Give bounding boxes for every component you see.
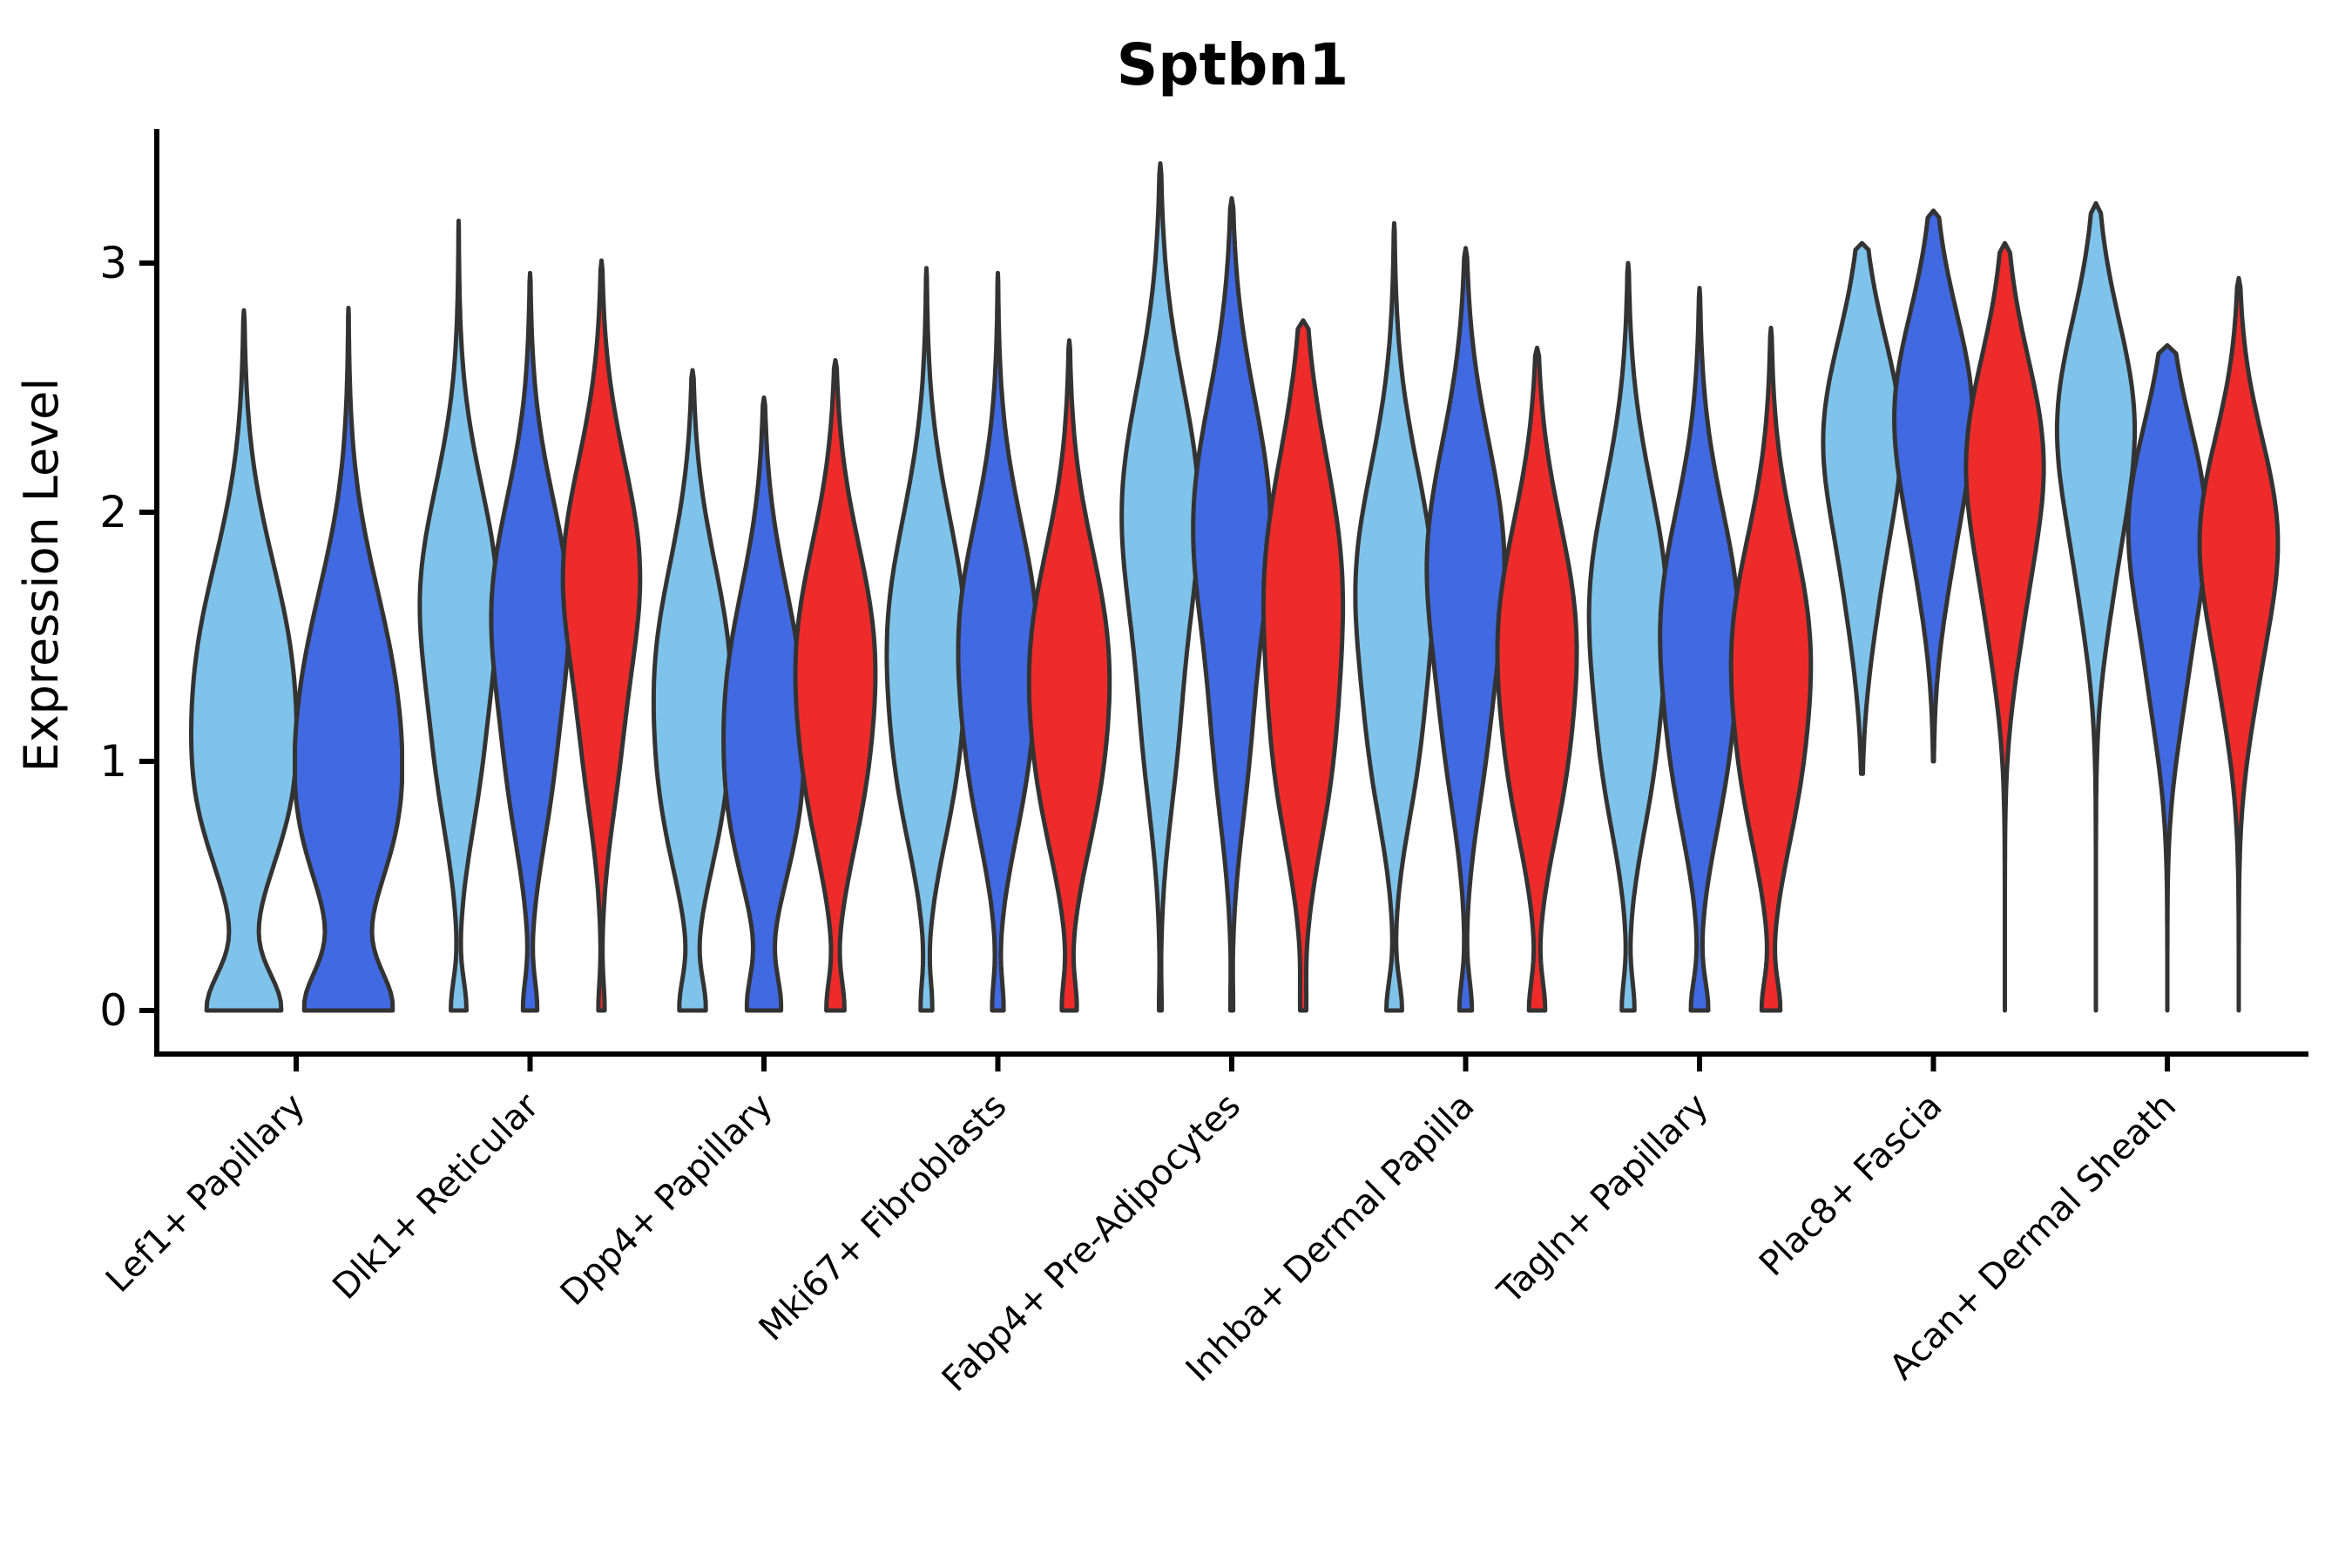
- violin-dlk1-reticular-blue: [489, 270, 571, 1013]
- violin-plac8-fascia-red: [1963, 240, 2046, 1013]
- violin-tagln-papillary-light-blue: [1586, 260, 1670, 1013]
- axes-layer: 0 1 2 3 Lef1+ Papillary Dlk1+ Reticular Dpp4+ …: [98, 129, 2308, 1400]
- violin-lef1-papillary-light-blue: [189, 308, 299, 1013]
- x-tick-label: Dpp4+ Papillary: [553, 1086, 781, 1314]
- violin-inhba-dermal-papilla-red: [1495, 345, 1579, 1013]
- violin-acan-dermal-sheath-red: [2197, 275, 2281, 1013]
- violin-tagln-papillary-blue: [1658, 286, 1741, 1013]
- violin-acan-dermal-sheath-light-blue: [2054, 200, 2138, 1013]
- violin-lef1-papillary-blue: [293, 306, 404, 1013]
- violins-layer: [189, 161, 2281, 1013]
- chart-title: Sptbn1: [1117, 31, 1348, 98]
- violin-fabp4-pre-adipocytes-blue: [1191, 196, 1273, 1013]
- y-tick-label: 3: [99, 238, 127, 288]
- y-axis-label: Expression Level: [14, 378, 69, 773]
- x-tick-label: Lef1+ Papillary: [98, 1086, 313, 1301]
- violin-plac8-fascia-light-blue: [1821, 240, 1903, 776]
- x-tick-label: Tagln+ Papillary: [1490, 1086, 1716, 1313]
- violin-mki67-fibroblasts-blue: [956, 270, 1040, 1013]
- x-tick-label: Plac8+ Fascia: [1752, 1086, 1950, 1285]
- violin-dlk1-reticular-red: [560, 258, 643, 1013]
- y-tick-label: 2: [99, 487, 127, 537]
- violin-dlk1-reticular-light-blue: [417, 218, 500, 1013]
- violin-tagln-papillary-red: [1728, 325, 1814, 1013]
- violin-fabp4-pre-adipocytes-light-blue: [1119, 161, 1201, 1013]
- violin-plac8-fascia-blue: [1892, 208, 1975, 764]
- y-tick-label: 1: [99, 736, 127, 787]
- y-tick-label: 0: [99, 985, 127, 1036]
- violin-mki67-fibroblasts-light-blue: [884, 266, 969, 1013]
- violin-dpp4-papillary-blue: [721, 395, 807, 1013]
- x-tick-label: Dlk1+ Reticular: [325, 1085, 547, 1308]
- violin-inhba-dermal-papilla-light-blue: [1353, 220, 1436, 1013]
- violin-dpp4-papillary-red: [793, 358, 878, 1013]
- violin-dpp4-papillary-light-blue: [651, 368, 734, 1013]
- violin-mki67-fibroblasts-red: [1026, 338, 1112, 1013]
- violin-inhba-dermal-papilla-blue: [1424, 246, 1507, 1013]
- violin-acan-dermal-sheath-blue: [2126, 342, 2209, 1013]
- violin-fabp4-pre-adipocytes-red: [1260, 318, 1346, 1013]
- x-tick-label: Mki67+ Fibroblasts: [752, 1086, 1015, 1349]
